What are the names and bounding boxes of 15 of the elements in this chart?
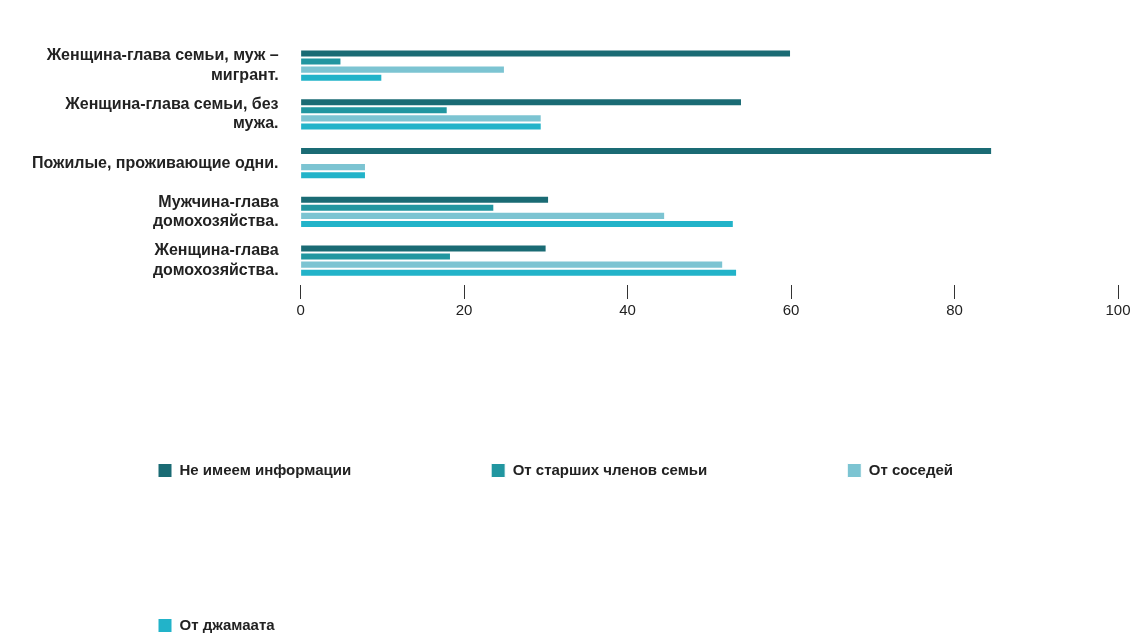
legend-label: От соседей [868, 460, 954, 478]
x-tick-label: 40 [619, 301, 636, 319]
y-tick-label: Пожилые, проживающие одни. [31, 153, 279, 171]
x-tick-label: 20 [455, 301, 473, 319]
x-tick-label: 80 [946, 301, 963, 319]
legend-label: От старших членов семьи [512, 460, 708, 478]
y-tick-label: Женщина-глава семьи, без мужа. [64, 95, 279, 132]
y-tick-label: Женщина-глава домохозяйства. [152, 241, 279, 278]
legend-label: От джамаата [179, 615, 276, 633]
y-tick-label: Женщина-глава семьи, муж – мигрант. [45, 46, 279, 83]
legend-label: Не имеем информации [179, 460, 352, 478]
x-tick-label: 100 [1105, 301, 1131, 319]
y-tick-label: Мужчина-глава домохозяйства. [152, 192, 279, 229]
x-tick-label: 60 [782, 301, 800, 319]
x-tick-label: 0 [296, 301, 305, 319]
